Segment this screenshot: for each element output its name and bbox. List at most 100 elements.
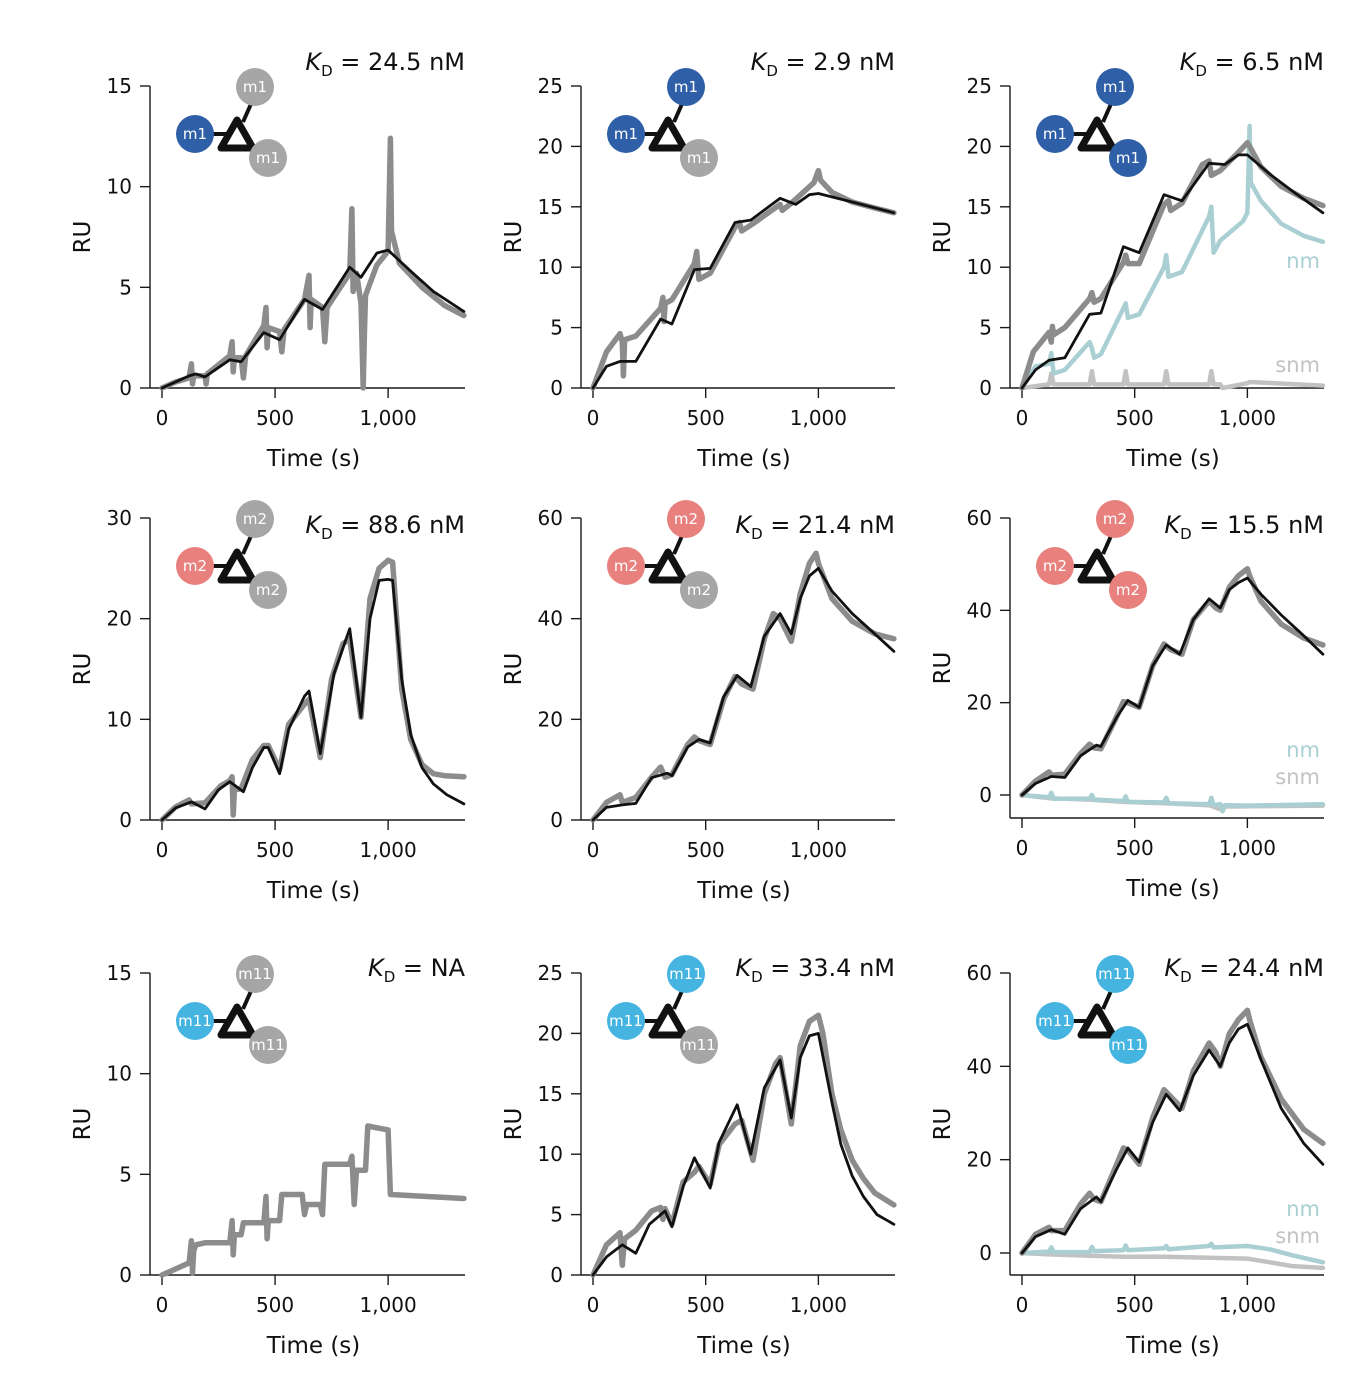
series-snm-line: [1019, 368, 1326, 391]
x-tick-label: 500: [256, 838, 294, 862]
kd-symbol: K: [1180, 48, 1198, 76]
series-fit-line: [160, 578, 466, 822]
y-tick-label: 25: [538, 74, 563, 98]
x-tick-label: 0: [587, 406, 600, 430]
y-axis-title: RU: [70, 221, 96, 254]
linker-line: [241, 103, 253, 123]
kd-subscript: D: [751, 968, 763, 986]
center-ball: [1036, 547, 1074, 585]
lower-ball-label: m1: [1116, 149, 1140, 167]
linker-line: [1101, 103, 1113, 123]
kd-label: KD = 33.4 nM: [735, 954, 895, 986]
y-tick-label: 0: [550, 1263, 563, 1287]
lower-ball-label: m2: [1116, 581, 1140, 599]
upper-ball-label: m2: [1103, 510, 1127, 528]
x-tick-label: 500: [687, 1293, 725, 1317]
y-tick-label: 40: [967, 598, 992, 622]
series-data-line: [159, 557, 467, 823]
x-axis-title: Time (s): [696, 1333, 791, 1359]
lower-ball: [249, 571, 287, 609]
kd-label: KD = 88.6 nM: [305, 511, 465, 543]
kd-subscript: D: [1195, 62, 1207, 80]
trimer-icon: m11 m11 m11: [1036, 955, 1147, 1064]
y-axis-title: RU: [70, 1108, 96, 1141]
center-ball: [607, 547, 645, 585]
legend-nm: nm: [1286, 249, 1320, 273]
x-axis-title: Time (s): [1125, 1333, 1220, 1359]
upper-ball: [667, 68, 705, 106]
upper-ball-label: m11: [669, 965, 703, 983]
upper-ball: [236, 500, 274, 538]
y-tick-label: 0: [119, 1263, 132, 1287]
panel-B3: 0 20 40 60 0 500 1,000 Time (s) RU KD = 15.5 nM nm…: [930, 500, 1326, 902]
kd-symbol: K: [1164, 954, 1182, 982]
x-tick-label: 1,000: [359, 406, 416, 430]
x-axis-title: Time (s): [1125, 876, 1220, 902]
legend-nm: nm: [1286, 1197, 1320, 1221]
series-fit-line: [160, 248, 466, 390]
kd-symbol: K: [368, 954, 386, 982]
y-axis-title: RU: [930, 221, 956, 254]
center-ball-label: m1: [183, 125, 207, 143]
y-tick-label: 20: [107, 607, 132, 631]
kd-symbol: K: [305, 511, 323, 539]
linker-line: [241, 990, 253, 1010]
linker-line: [1101, 535, 1113, 555]
center-ball-label: m11: [178, 1012, 212, 1030]
lower-ball: [1109, 571, 1147, 609]
x-tick-label: 1,000: [790, 406, 847, 430]
x-axis-title: Time (s): [266, 878, 361, 904]
x-axis-title: Time (s): [1125, 446, 1220, 472]
y-tick-label: 15: [967, 195, 992, 219]
upper-ball: [1096, 500, 1134, 538]
lower-ball: [249, 1026, 287, 1064]
center-ball-label: m11: [1038, 1012, 1072, 1030]
series-nm-line: [1019, 123, 1326, 391]
kd-subscript: D: [321, 62, 333, 80]
y-tick-label: 5: [550, 1203, 563, 1227]
kd-label: KD = 15.5 nM: [1164, 511, 1324, 543]
y-axis-title: RU: [930, 652, 956, 685]
upper-ball-label: m11: [1098, 965, 1132, 983]
x-tick-label: 0: [587, 1293, 600, 1317]
x-tick-label: 500: [1116, 1293, 1154, 1317]
kd-subscript: D: [766, 62, 778, 80]
kd-value: = 88.6 nM: [333, 511, 465, 539]
lower-ball-label: m1: [256, 149, 280, 167]
y-tick-label: 0: [550, 376, 563, 400]
y-axis-title: RU: [501, 653, 527, 686]
x-axis-title: Time (s): [266, 1333, 361, 1359]
center-ball: [607, 115, 645, 153]
series-fit-line: [591, 566, 896, 822]
series-data-line: [590, 550, 897, 823]
x-tick-label: 0: [1016, 406, 1029, 430]
kd-subscript: D: [751, 525, 763, 543]
kd-value: = 15.5 nM: [1192, 511, 1324, 539]
kd-subscript: D: [1180, 525, 1192, 543]
kd-value: = 6.5 nM: [1207, 48, 1324, 76]
linker-line: [1101, 990, 1113, 1010]
kd-label: KD = 21.4 nM: [735, 511, 895, 543]
upper-ball-label: m1: [1103, 78, 1127, 96]
y-tick-label: 10: [107, 1062, 132, 1086]
linker-line: [672, 535, 684, 555]
panel-C3: 0 20 40 60 0 500 1,000 Time (s) RU KD = 24.4 nM nm…: [930, 954, 1326, 1359]
center-ball-label: m1: [614, 125, 638, 143]
y-tick-label: 20: [538, 134, 563, 158]
y-tick-label: 10: [967, 255, 992, 279]
lower-ball: [680, 139, 718, 177]
lower-ball-label: m11: [682, 1036, 716, 1054]
y-tick-label: 20: [538, 1021, 563, 1045]
x-tick-label: 0: [1016, 836, 1029, 860]
series-snm-line: [1019, 1250, 1326, 1271]
y-tick-label: 40: [967, 1054, 992, 1078]
kd-subscript: D: [384, 968, 396, 986]
trimer-icon: m1 m1 m1: [176, 68, 287, 177]
x-axis-title: Time (s): [266, 446, 361, 472]
kd-symbol: K: [305, 48, 323, 76]
legend-snm: snm: [1275, 1224, 1320, 1248]
kd-value: = 24.5 nM: [333, 48, 465, 76]
x-tick-label: 1,000: [790, 1293, 847, 1317]
